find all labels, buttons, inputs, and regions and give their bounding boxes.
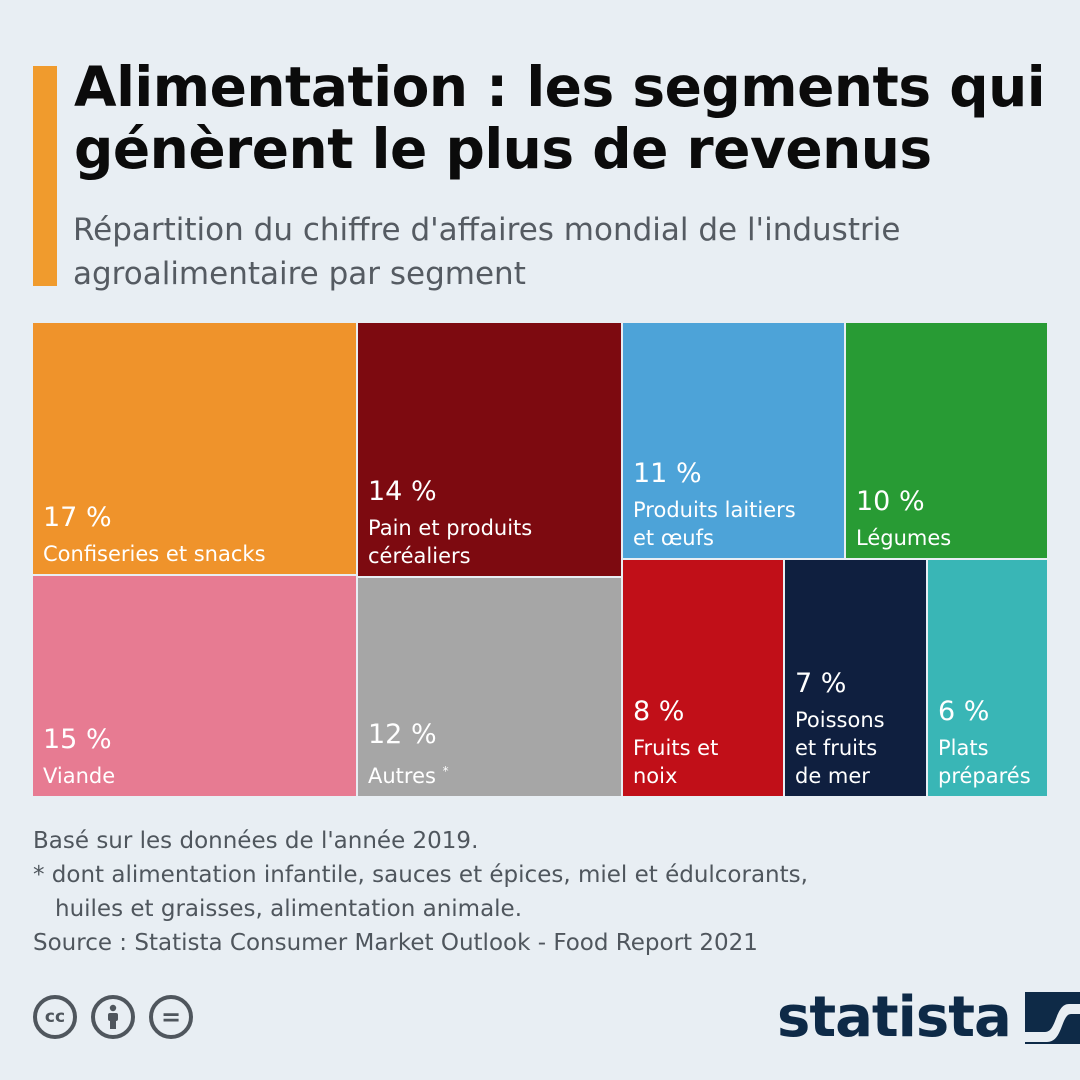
page-title: Alimentation : les segments qui génèrent… (74, 55, 1046, 181)
tile-pain: 14 % Pain et produits céréaliers (358, 323, 621, 576)
tile-name: Confiseries et snacks (43, 542, 266, 566)
tile-value: 6 % (938, 696, 990, 727)
person-glyph (108, 1004, 118, 1029)
tile-value: 11 % (633, 458, 702, 489)
tile-viande: 15 % Viande (33, 576, 356, 796)
tile-value: 15 % (43, 724, 112, 755)
footnote-marker: * (442, 764, 449, 778)
tile-fruits: 8 % Fruits et noix (623, 560, 783, 796)
brand-wordmark: statista (777, 985, 1012, 1050)
tile-value: 14 % (368, 476, 437, 507)
tile-name: Viande (43, 764, 116, 788)
tile-value: 8 % (633, 696, 685, 727)
statista-mark-icon (1024, 992, 1080, 1044)
title-accent-bar (33, 66, 57, 286)
license-icons: cc = (33, 995, 193, 1039)
asterisk-note-line2: huiles et graisses, alimentation animale… (55, 896, 523, 922)
tile-name: Plats préparés (938, 736, 1031, 788)
tile-name-text: Autres (368, 764, 436, 788)
statista-logo[interactable]: statista (777, 985, 1080, 1051)
tile-confiseries: 17 % Confiseries et snacks (33, 323, 356, 574)
tile-name: Produits laitiers et œufs (633, 498, 796, 550)
tile-name: Légumes (856, 526, 952, 550)
tile-name: Poissons et fruits de mer (795, 708, 885, 788)
tile-value: 7 % (795, 668, 847, 699)
tile-name: Pain et produits céréaliers (368, 516, 533, 568)
tile-name: Autres * (368, 757, 617, 790)
tile-value: 12 % (368, 719, 437, 750)
tile-plats: 6 % Plats préparés (928, 560, 1047, 796)
tile-legumes: 10 % Légumes (846, 323, 1047, 558)
no-derivatives-icon[interactable]: = (149, 995, 193, 1039)
source-note: Source : Statista Consumer Market Outloo… (33, 930, 758, 956)
page-subtitle: Répartition du chiffre d'affaires mondia… (73, 212, 901, 292)
tile-produits-laitiers: 11 % Produits laitiers et œufs (623, 323, 844, 558)
tile-value: 17 % (43, 502, 112, 533)
attribution-icon[interactable] (91, 995, 135, 1039)
tile-value: 10 % (856, 486, 925, 517)
basis-note: Basé sur les données de l'année 2019. (33, 828, 479, 854)
tile-poissons: 7 % Poissons et fruits de mer (785, 560, 926, 796)
cc-icon[interactable]: cc (33, 995, 77, 1039)
tile-autres: 12 % Autres * (358, 578, 621, 796)
asterisk-note-line1: * dont alimentation infantile, sauces et… (33, 862, 808, 888)
tile-name: Fruits et noix (633, 736, 719, 788)
footnotes: Basé sur les données de l'année 2019. * … (33, 824, 1033, 960)
